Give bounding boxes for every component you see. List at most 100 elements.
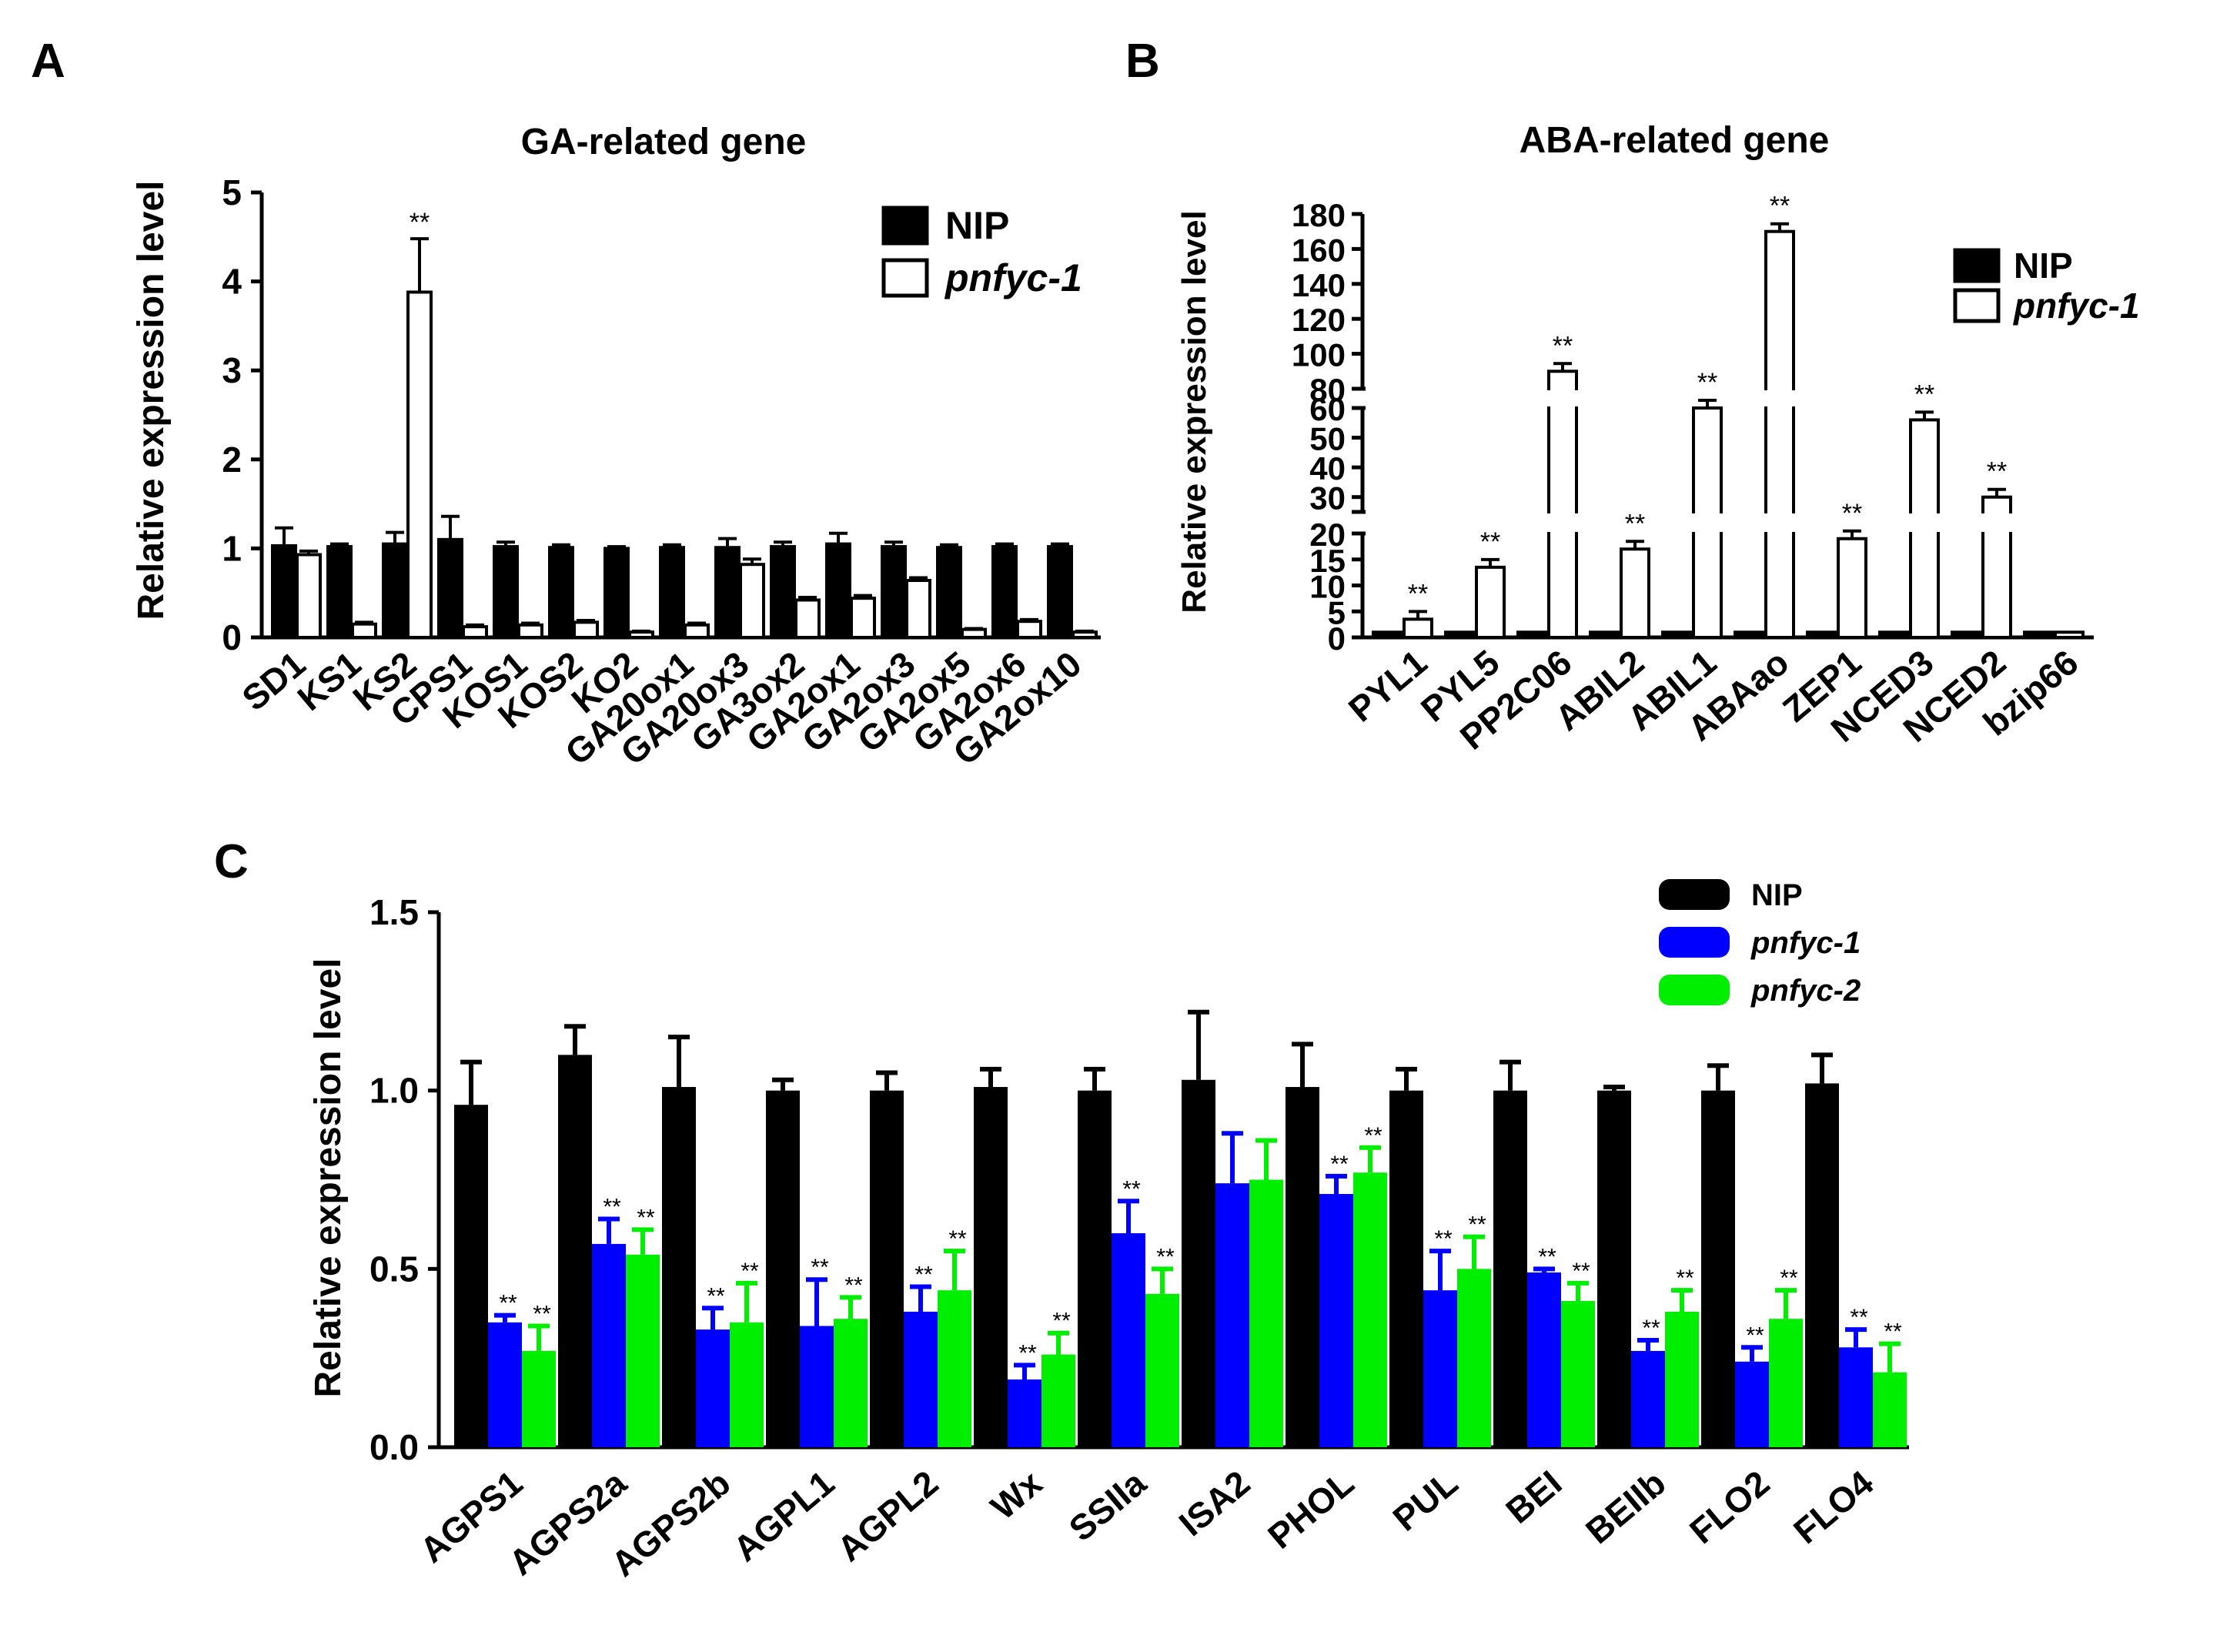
bar-nip-ga2ox3	[881, 545, 907, 640]
bar-pnfyc-1-isa2	[1215, 1183, 1249, 1447]
bar-nip-isa2	[1182, 1079, 1215, 1447]
significance-marker: **	[1408, 579, 1428, 608]
bar-nip-pyl5	[1444, 630, 1475, 639]
bar-pnfyc-1-abil2	[1620, 547, 1650, 639]
legend-swatch-nip	[1659, 879, 1730, 910]
bar-pnfyc-2-flo2	[1769, 1319, 1803, 1447]
bar-pnfyc-1-bei	[1527, 1272, 1561, 1447]
significance-marker: **	[1914, 380, 1934, 409]
bar-pnfyc-2-bei	[1561, 1301, 1595, 1447]
y-tick-label: 100	[1292, 337, 1346, 373]
bar-pnfyc-2-isa2	[1249, 1179, 1283, 1447]
significance-marker: **	[1884, 1319, 1902, 1345]
bar-nip-ga20ox1	[659, 546, 685, 640]
bar-nip-abil1	[1661, 630, 1692, 639]
bar-pnfyc-1-bzip66	[2054, 630, 2085, 639]
bar-pnfyc-1-kos1	[517, 623, 543, 639]
axis-break-gap	[1907, 513, 1941, 532]
y-tick-label: 1.0	[369, 1071, 419, 1111]
significance-marker: **	[844, 1272, 863, 1298]
significance-marker: **	[1746, 1323, 1764, 1348]
bar-pnfyc-1-agpl2	[904, 1311, 938, 1447]
y-tick-label: 0.0	[369, 1427, 419, 1467]
bar-nip-bei	[1493, 1090, 1527, 1447]
bar-nip-ssiia	[1078, 1090, 1112, 1447]
significance-marker: **	[1770, 192, 1790, 221]
significance-marker: **	[1850, 1305, 1868, 1330]
x-tick-label: SSIIa	[1062, 1463, 1154, 1549]
significance-marker: **	[707, 1283, 725, 1309]
bar-pnfyc-1-agps2a	[592, 1243, 626, 1447]
legend-label-pnfyc-1: pnfyc-1	[1750, 926, 1861, 960]
axis-break-gap	[1546, 390, 1580, 406]
y-tick-label: 20	[1309, 517, 1346, 553]
bar-nip-kos1	[493, 545, 519, 640]
x-tick-label: PYL1	[1341, 642, 1435, 730]
x-tick-label: PUL	[1386, 1463, 1466, 1539]
y-tick-label: 60	[1309, 391, 1346, 427]
bar-nip-bzip66	[2023, 630, 2054, 639]
significance-marker: **	[1434, 1226, 1453, 1252]
legend-label-pnfyc-1: pnfyc-1	[944, 256, 1082, 299]
x-tick-label: BEIIb	[1578, 1463, 1673, 1551]
y-tick-label: 3	[222, 350, 242, 390]
bar-pnfyc-1-agps1	[488, 1322, 522, 1447]
y-tick-label: 1	[222, 528, 242, 568]
bar-nip-ks1	[326, 545, 353, 640]
x-tick-label: BEI	[1498, 1463, 1569, 1531]
y-tick-label: 120	[1292, 302, 1346, 338]
bar-pnfyc-1-abaao	[1764, 229, 1795, 639]
significance-marker: **	[1330, 1152, 1349, 1177]
significance-marker: **	[948, 1226, 967, 1252]
legend-swatch-pnfyc-1	[1659, 927, 1730, 958]
bar-pnfyc-1-sd1	[296, 553, 322, 640]
panel-b-title: ABA-related gene	[1520, 120, 1830, 161]
panel-a-plot: 012345SD1KS1KS2CPS1KOS1KOS2KO2GA20ox1GA2…	[222, 172, 1101, 773]
bar-nip-pp2c06	[1516, 630, 1547, 639]
bar-pnfyc-1-ga2ox10	[1072, 630, 1098, 640]
bar-pnfyc-1-ga2ox1	[850, 597, 876, 639]
bar-pnfyc-1-ga20ox3	[739, 563, 765, 640]
bar-pnfyc-2-wx	[1041, 1354, 1075, 1447]
significance-marker: **	[1987, 457, 2007, 487]
legend-swatch-pnfyc-1	[881, 258, 929, 298]
bar-pnfyc-1-beiib	[1631, 1350, 1665, 1447]
axis-break-gap	[1690, 513, 1724, 532]
bar-nip-beiib	[1597, 1090, 1631, 1447]
bar-pnfyc-1-kos2	[573, 620, 599, 640]
x-tick-label: FLO2	[1682, 1463, 1777, 1551]
significance-marker: **	[811, 1255, 829, 1280]
bar-pnfyc-2-pul	[1457, 1269, 1491, 1447]
x-tick-label: Wx	[983, 1463, 1050, 1527]
y-tick-label: 2	[222, 440, 242, 480]
y-tick-label: 140	[1292, 267, 1346, 303]
significance-marker: **	[1572, 1259, 1590, 1284]
y-tick-label: 4	[222, 262, 242, 302]
legend-swatch-pnfyc-2	[1659, 975, 1730, 1005]
y-tick-label: 40	[1309, 450, 1346, 487]
significance-marker: **	[1642, 1316, 1660, 1341]
bar-pnfyc-1-pyl5	[1475, 565, 1506, 639]
panel-a-title: GA-related gene	[521, 122, 807, 162]
legend-label-pnfyc-1: pnfyc-1	[2012, 286, 2140, 326]
panel-c-label: C	[214, 835, 249, 888]
legend-label-nip: NIP	[2014, 246, 2073, 286]
bar-pnfyc-2-agps2a	[626, 1254, 660, 1447]
bar-nip-wx	[974, 1087, 1008, 1447]
bar-nip-nced3	[1878, 630, 1909, 639]
bar-pnfyc-1-flo4	[1839, 1347, 1873, 1447]
panel-b-y-axis-label: Relative expression level	[1175, 210, 1213, 613]
bar-pnfyc-1-phol	[1319, 1194, 1353, 1447]
axis-break-gap	[1980, 513, 2014, 532]
legend-label-nip: NIP	[945, 204, 1009, 247]
bar-pnfyc-2-agps1	[522, 1350, 556, 1447]
axis-break-gap	[1763, 513, 1797, 532]
significance-marker: **	[533, 1301, 551, 1326]
bar-nip-ga3ox2	[770, 545, 796, 640]
bar-pnfyc-2-agpl1	[834, 1319, 868, 1447]
bar-pnfyc-1-agps2b	[696, 1329, 730, 1447]
bar-nip-flo4	[1805, 1083, 1839, 1447]
bar-nip-nced2	[1951, 630, 1981, 639]
